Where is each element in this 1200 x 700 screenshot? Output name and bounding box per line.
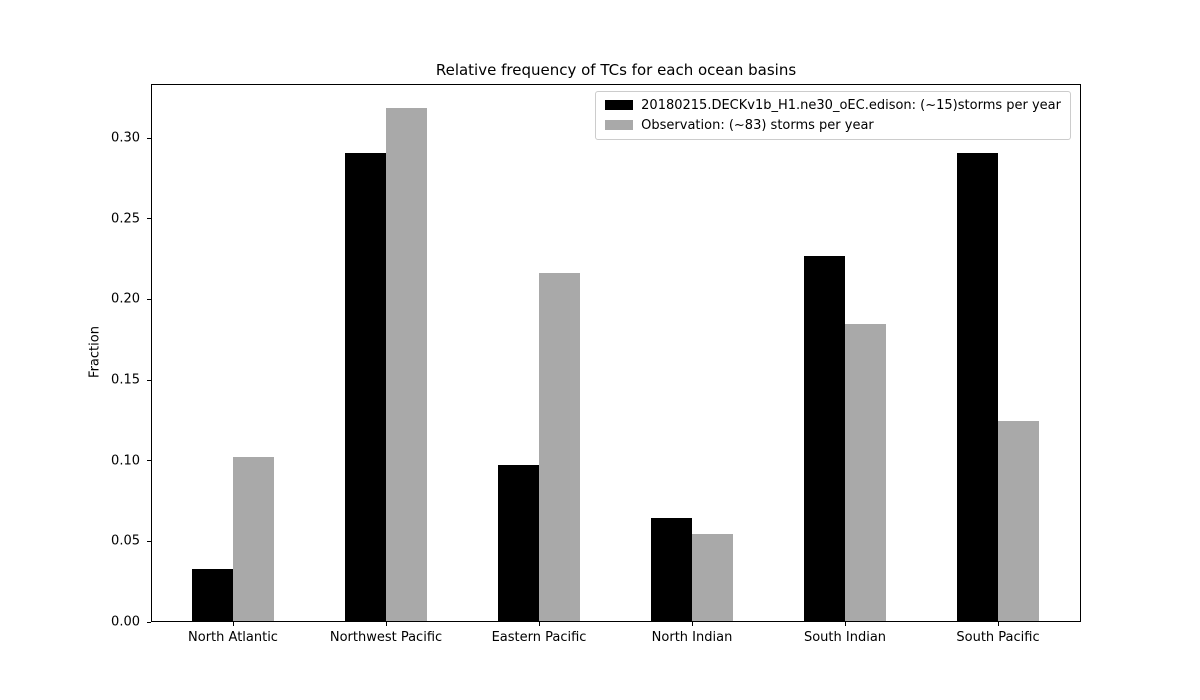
x-tick-label: Northwest Pacific	[329, 630, 443, 645]
y-tick-label: 0.15	[111, 372, 140, 388]
y-tick-label: 0.10	[111, 453, 140, 469]
x-tick-label: South Indian	[803, 630, 887, 645]
plot-area: 20180215.DECKv1b_H1.ne30_oEC.edison: (~1…	[151, 84, 1081, 622]
x-tick-label: North Indian	[651, 630, 733, 645]
x-tick-mark	[691, 622, 693, 626]
bar-observation-northwest-pacific	[386, 108, 427, 621]
x-tick-mark	[538, 622, 540, 626]
y-tick-mark	[147, 379, 151, 381]
x-tick-label: Eastern Pacific	[491, 630, 587, 645]
bar-model-eastern-pacific	[498, 464, 539, 621]
y-tick-mark	[147, 460, 151, 462]
y-tick-label: 0.20	[111, 291, 140, 307]
y-tick-label: 0.05	[111, 533, 140, 549]
bar-observation-south-indian	[845, 324, 886, 621]
bar-observation-north-indian	[692, 533, 733, 621]
bar-observation-north-atlantic	[233, 456, 274, 621]
legend: 20180215.DECKv1b_H1.ne30_oEC.edison: (~1…	[595, 91, 1071, 140]
bar-observation-eastern-pacific	[539, 272, 580, 621]
x-tick-mark	[385, 622, 387, 626]
legend-row-model: 20180215.DECKv1b_H1.ne30_oEC.edison: (~1…	[605, 97, 1061, 113]
y-tick-mark	[147, 218, 151, 220]
legend-label: 20180215.DECKv1b_H1.ne30_oEC.edison: (~1…	[641, 97, 1061, 113]
bar-model-south-indian	[804, 256, 845, 621]
y-tick-label: 0.00	[111, 614, 140, 630]
legend-swatch-model	[605, 100, 634, 110]
x-tick-label: North Atlantic	[188, 630, 278, 645]
bar-model-south-pacific	[957, 153, 998, 621]
y-axis-label: Fraction	[87, 326, 103, 378]
y-tick-mark	[147, 137, 151, 139]
legend-swatch-observation	[605, 120, 634, 130]
x-tick-mark	[844, 622, 846, 626]
y-tick-mark	[147, 298, 151, 300]
bar-model-northwest-pacific	[345, 153, 386, 621]
bar-model-north-indian	[651, 517, 692, 621]
y-tick-label: 0.30	[111, 130, 140, 146]
bar-observation-south-pacific	[998, 421, 1039, 621]
y-tick-label: 0.25	[111, 211, 140, 227]
x-tick-label: South Pacific	[956, 630, 1040, 645]
x-tick-mark	[997, 622, 999, 626]
y-tick-mark	[147, 540, 151, 542]
legend-row-observation: Observation: (~83) storms per year	[605, 117, 1061, 133]
bar-model-north-atlantic	[192, 569, 233, 621]
x-tick-mark	[232, 622, 234, 626]
y-tick-mark	[147, 621, 151, 623]
legend-label: Observation: (~83) storms per year	[641, 117, 874, 133]
chart-title: Relative frequency of TCs for each ocean…	[435, 61, 797, 79]
